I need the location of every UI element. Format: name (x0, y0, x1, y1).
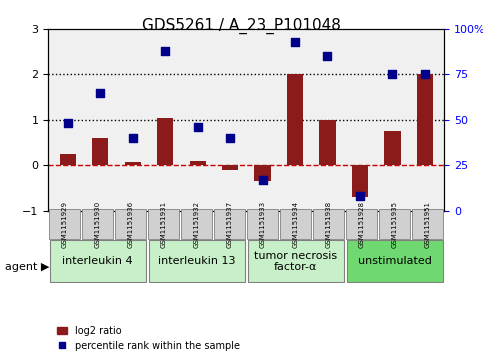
FancyBboxPatch shape (412, 209, 443, 239)
FancyBboxPatch shape (149, 240, 245, 282)
Text: GSM1151935: GSM1151935 (392, 201, 398, 248)
Text: GSM1151928: GSM1151928 (359, 201, 365, 248)
Point (194, 124, 201, 130)
FancyBboxPatch shape (248, 240, 344, 282)
Point (226, 135, 234, 141)
FancyBboxPatch shape (50, 240, 146, 282)
Text: GSM1151937: GSM1151937 (227, 201, 233, 248)
Point (64, 121, 71, 126)
FancyBboxPatch shape (49, 209, 80, 239)
Text: GSM1151930: GSM1151930 (95, 201, 101, 248)
Text: GSM1151951: GSM1151951 (425, 201, 431, 248)
Bar (287, 73, 303, 165)
Bar (384, 131, 400, 165)
FancyBboxPatch shape (379, 209, 411, 239)
Bar (417, 74, 433, 165)
Text: GSM1151936: GSM1151936 (128, 201, 134, 248)
Bar (255, 165, 270, 181)
Legend: log2 ratio, percentile rank within the sample: log2 ratio, percentile rank within the s… (53, 322, 243, 355)
Bar (222, 165, 238, 170)
Text: GSM1151933: GSM1151933 (260, 201, 266, 248)
Text: GSM1151934: GSM1151934 (293, 201, 299, 248)
Text: GSM1151938: GSM1151938 (326, 201, 332, 248)
FancyBboxPatch shape (346, 209, 377, 239)
FancyBboxPatch shape (280, 209, 312, 239)
Text: GSM1151932: GSM1151932 (194, 201, 200, 248)
Text: GSM1151929: GSM1151929 (62, 201, 68, 248)
FancyBboxPatch shape (181, 209, 213, 239)
FancyBboxPatch shape (82, 209, 114, 239)
Bar (352, 165, 368, 197)
Point (356, 193, 364, 199)
Text: GDS5261 / A_23_P101048: GDS5261 / A_23_P101048 (142, 18, 341, 34)
Bar (125, 162, 141, 165)
Bar (92, 138, 108, 165)
Text: interleukin 13: interleukin 13 (158, 256, 236, 266)
FancyBboxPatch shape (247, 209, 278, 239)
Point (161, 48, 169, 54)
Point (421, 72, 429, 77)
Text: tumor necrosis
factor-α: tumor necrosis factor-α (254, 250, 338, 272)
Bar (157, 118, 173, 165)
FancyBboxPatch shape (313, 209, 344, 239)
FancyBboxPatch shape (214, 209, 245, 239)
Text: interleukin 4: interleukin 4 (62, 256, 133, 266)
Point (291, 39, 299, 45)
Point (324, 53, 331, 59)
Point (97, 90, 104, 95)
Bar (189, 160, 206, 165)
Bar (60, 154, 76, 165)
Point (259, 177, 267, 183)
Point (129, 135, 137, 141)
FancyBboxPatch shape (347, 240, 443, 282)
Text: unstimulated: unstimulated (358, 256, 432, 266)
Text: GSM1151931: GSM1151931 (161, 201, 167, 248)
Bar (319, 120, 336, 165)
FancyBboxPatch shape (115, 209, 146, 239)
Text: agent ▶: agent ▶ (5, 262, 49, 272)
FancyBboxPatch shape (148, 209, 179, 239)
Point (388, 72, 396, 77)
